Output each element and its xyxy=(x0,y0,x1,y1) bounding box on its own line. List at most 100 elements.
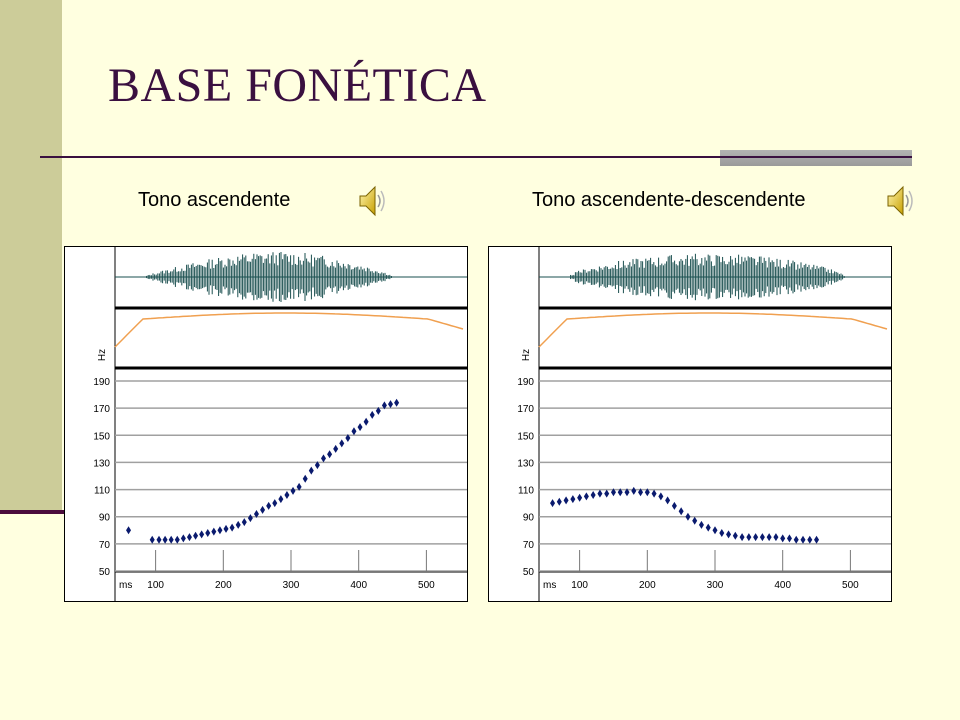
pitch-point xyxy=(678,507,684,516)
pitch-point xyxy=(610,488,616,497)
pitch-point xyxy=(333,444,339,453)
hz-label: Hz xyxy=(97,349,108,361)
pitch-point xyxy=(807,535,813,544)
y-tick-label: 170 xyxy=(517,404,534,415)
title-divider-accent xyxy=(720,150,912,166)
pitch-point xyxy=(302,474,308,483)
pitch-point xyxy=(381,401,387,410)
pitch-point xyxy=(780,534,786,543)
x-tick-label: 100 xyxy=(571,580,588,591)
pitch-point xyxy=(369,410,375,419)
x-tick-label: 400 xyxy=(774,580,791,591)
pitch-point xyxy=(126,526,132,535)
pitch-point xyxy=(719,529,725,537)
y-tick-label: 70 xyxy=(523,540,535,551)
accent-band xyxy=(0,0,62,512)
pitch-point xyxy=(726,530,732,539)
pitch-point xyxy=(253,510,259,518)
pitch-point xyxy=(223,524,229,533)
pitch-point xyxy=(272,499,278,508)
pitch-point xyxy=(698,520,704,529)
x-tick-label: 300 xyxy=(707,580,724,591)
y-tick-label: 190 xyxy=(93,377,110,388)
x-tick-label: 200 xyxy=(639,580,656,591)
pitch-point xyxy=(658,492,664,501)
pitch-point xyxy=(260,505,266,514)
pitch-point xyxy=(149,535,155,544)
intensity-line xyxy=(114,312,464,348)
pitch-point xyxy=(193,531,199,540)
pitch-point xyxy=(345,434,351,442)
title-divider xyxy=(40,156,912,158)
y-tick-label: 150 xyxy=(517,431,534,442)
pitch-point xyxy=(199,530,205,539)
pitch-point xyxy=(327,450,333,459)
pitch-point xyxy=(671,501,677,510)
intensity-line xyxy=(538,312,888,348)
pitch-point xyxy=(278,495,284,504)
pitch-point xyxy=(638,488,644,497)
pitch-point xyxy=(759,533,765,542)
pitch-point xyxy=(241,518,247,527)
accent-divider xyxy=(0,510,64,514)
pitch-point xyxy=(284,491,290,499)
pitch-point xyxy=(644,488,650,497)
pitch-point xyxy=(357,423,363,432)
pitch-point xyxy=(577,493,583,502)
pitch-point xyxy=(746,533,752,542)
pitch-point xyxy=(375,406,381,415)
slide-title: BASE FONÉTICA xyxy=(108,59,487,112)
pitch-point xyxy=(597,489,603,498)
pitch-point xyxy=(712,526,718,535)
pitch-point xyxy=(624,488,630,497)
left-column xyxy=(65,247,115,601)
pitch-point xyxy=(556,497,562,506)
pitch-point xyxy=(266,501,272,510)
pitch-point xyxy=(320,454,326,463)
pitch-point xyxy=(217,526,223,535)
pitch-chart-svg: Hz 50 70 90 110 130 150 170 190 100 200 300 400 500 ms xyxy=(489,247,891,601)
x-tick-label: 500 xyxy=(418,580,435,591)
chart-label-rising-falling: Tono ascendente-descendente xyxy=(532,189,806,211)
x-tick-label: 300 xyxy=(283,580,300,591)
ms-label: ms xyxy=(543,580,556,591)
pitch-point xyxy=(651,489,657,498)
pitch-point xyxy=(800,535,806,544)
pitch-point xyxy=(351,427,357,436)
pitch-point xyxy=(229,523,235,532)
pitch-point xyxy=(180,534,186,543)
pitch-point xyxy=(583,492,589,501)
pitch-point xyxy=(773,533,779,542)
intensity-curve xyxy=(114,312,464,348)
pitch-chart-rising-falling: Hz 50 70 90 110 130 150 170 190 100 200 300 400 500 ms xyxy=(488,246,892,602)
left-column xyxy=(489,247,539,601)
pitch-point xyxy=(786,534,792,543)
y-tick-label: 130 xyxy=(93,458,110,469)
y-tick-label: 110 xyxy=(518,486,534,497)
waveform xyxy=(115,252,467,302)
pitch-point xyxy=(570,495,576,504)
x-tick-label: 200 xyxy=(215,580,232,591)
y-tick-label: 130 xyxy=(517,458,534,469)
speaker-icon[interactable] xyxy=(357,184,387,218)
pitch-point xyxy=(394,398,400,407)
pitch-point xyxy=(296,482,302,491)
intensity-curve xyxy=(538,312,888,348)
pitch-point xyxy=(235,520,241,529)
y-tick-label: 90 xyxy=(99,513,111,524)
pitch-point xyxy=(692,516,698,525)
speaker-icon[interactable] xyxy=(885,184,915,218)
pitch-point xyxy=(156,535,162,544)
pitch-point xyxy=(290,486,296,495)
y-tick-label: 170 xyxy=(93,404,110,415)
pitch-point xyxy=(162,535,168,544)
pitch-point xyxy=(186,533,192,542)
pitch-point xyxy=(168,535,174,544)
pitch-point xyxy=(308,466,314,475)
pitch-point xyxy=(563,496,569,505)
y-tick-label: 70 xyxy=(99,540,111,551)
pitch-chart-svg: Hz 50 70 90 110 130 150 170 190 100 200 300 400 500 ms xyxy=(65,247,467,601)
pitch-chart-rising: Hz 50 70 90 110 130 150 170 190 100 200 300 400 500 ms xyxy=(64,246,468,602)
y-tick-label: 50 xyxy=(99,567,111,578)
pitch-point xyxy=(174,535,180,544)
